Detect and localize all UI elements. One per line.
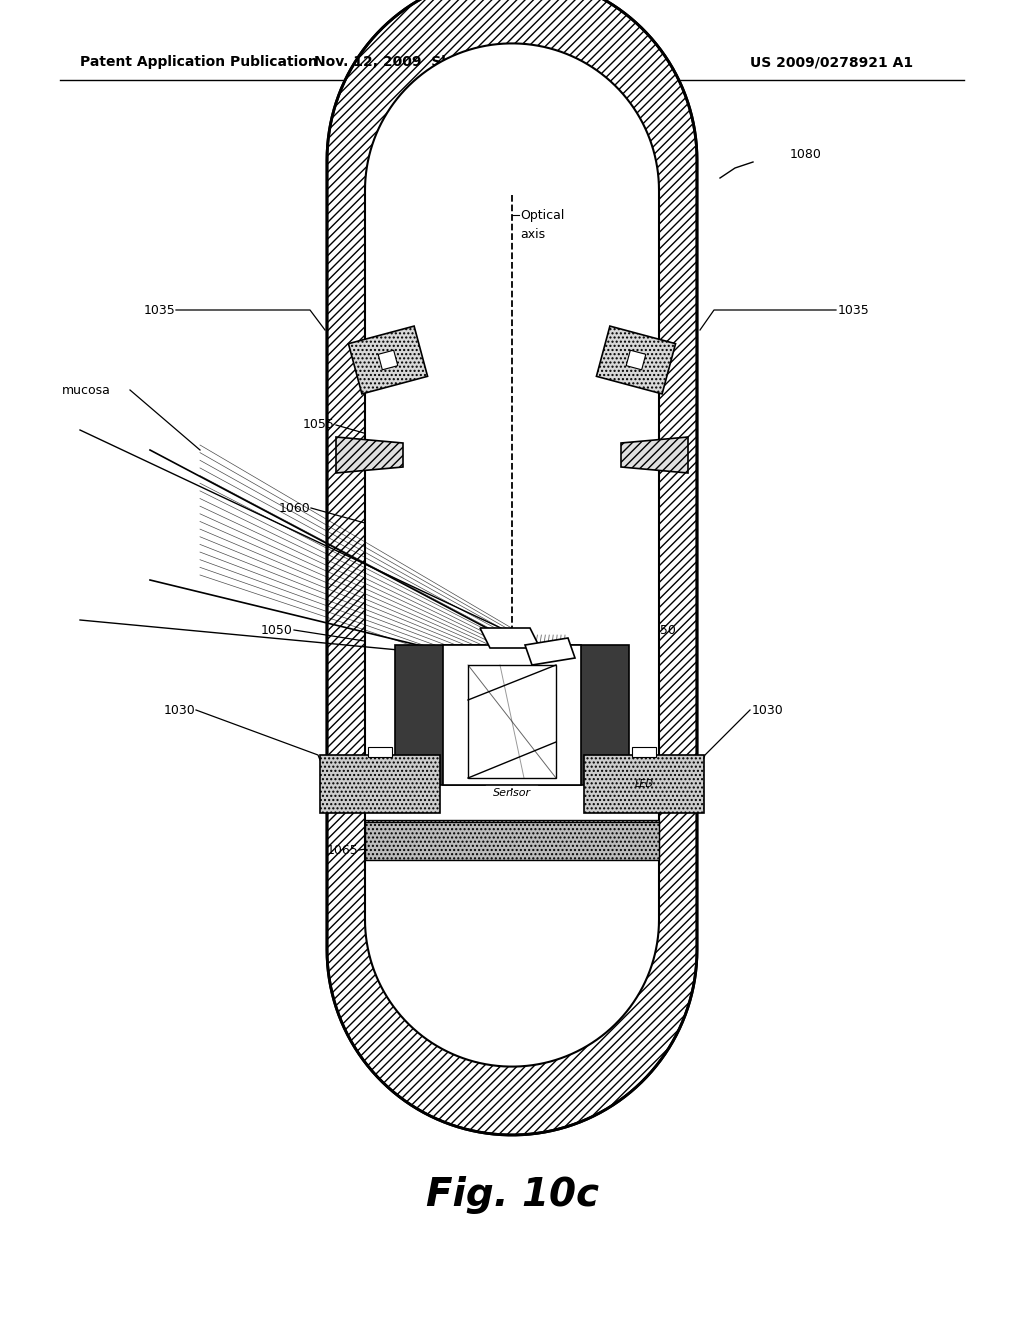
Text: 1050: 1050: [645, 623, 677, 636]
Polygon shape: [596, 326, 676, 393]
Bar: [443, 645, 581, 785]
Text: 1050: 1050: [261, 623, 293, 636]
Text: 1065: 1065: [327, 843, 358, 857]
Bar: [632, 747, 656, 756]
Text: Mirror: Mirror: [542, 590, 574, 601]
Text: Optical: Optical: [520, 209, 564, 222]
Text: LED: LED: [605, 301, 630, 314]
Bar: [319, 755, 440, 813]
Text: US 2009/0278921 A1: US 2009/0278921 A1: [750, 55, 913, 69]
Text: 1030: 1030: [752, 704, 783, 717]
Text: LED: LED: [612, 777, 632, 788]
Text: 140: 140: [558, 838, 582, 851]
Text: axis: axis: [520, 228, 545, 242]
Text: 1080: 1080: [790, 149, 822, 161]
Text: Patent Application Publication: Patent Application Publication: [80, 55, 317, 69]
Text: 1055: 1055: [488, 418, 520, 432]
Polygon shape: [525, 638, 575, 665]
Polygon shape: [378, 350, 397, 370]
Text: Sensor: Sensor: [493, 788, 531, 799]
Polygon shape: [621, 437, 688, 473]
Polygon shape: [480, 628, 540, 648]
Polygon shape: [468, 665, 556, 777]
Polygon shape: [365, 44, 659, 1067]
Text: 1055: 1055: [303, 418, 335, 432]
Bar: [395, 645, 485, 785]
Text: 1030: 1030: [163, 704, 195, 717]
Text: 1035: 1035: [838, 304, 869, 317]
Bar: [365, 820, 659, 861]
Text: 1060: 1060: [279, 502, 310, 515]
Polygon shape: [327, 0, 697, 1135]
Polygon shape: [627, 350, 646, 370]
Text: Fig. 10c: Fig. 10c: [426, 1176, 598, 1214]
Text: Mirror: Mirror: [555, 634, 588, 643]
Text: Nov. 12, 2009  Sheet 12 of 15: Nov. 12, 2009 Sheet 12 of 15: [314, 55, 546, 69]
Bar: [368, 747, 392, 756]
Bar: [584, 755, 705, 813]
Text: mucosa: mucosa: [62, 384, 111, 396]
Polygon shape: [336, 437, 403, 473]
Bar: [539, 645, 629, 785]
Text: LED: LED: [635, 779, 653, 789]
Text: 1035: 1035: [143, 304, 175, 317]
Polygon shape: [348, 326, 428, 393]
